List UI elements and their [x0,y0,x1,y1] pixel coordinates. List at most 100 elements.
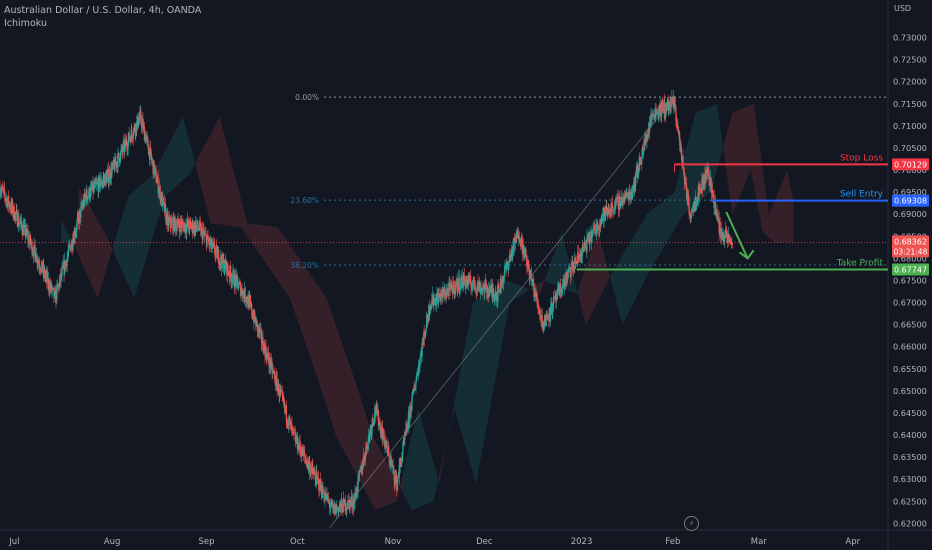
candle-body [73,231,75,244]
ichimoku-cloud-segment [381,452,385,508]
candle-body [454,288,456,293]
candle-body [557,290,560,291]
candle-body [91,189,93,190]
candle-body [553,296,555,299]
candle-body [484,283,486,295]
candle-body [305,458,307,461]
candle-body [101,183,103,185]
candle-body [719,222,721,233]
ichimoku-cloud-segment [91,209,95,292]
candle-body [200,228,203,235]
fib-level-label: 0.00% [295,93,319,102]
y-tick-label: 0.71000 [893,121,927,131]
candle-body [364,458,366,461]
candle-body [329,506,332,508]
candle-body [95,180,97,184]
candle-body [222,254,224,262]
ichimoku-cloud-segment [622,250,626,325]
candle-body [420,353,422,358]
ichimoku-cloud-segment [582,267,586,325]
candle-body [44,269,46,278]
candle-body [367,438,369,450]
y-tick-label: 0.73000 [893,33,927,43]
candle-body [676,122,678,127]
candle-body [405,428,407,435]
candle-body [277,387,279,392]
candle-body [613,211,615,213]
candle-body [632,186,634,193]
candle-body [207,235,209,240]
candle-body [361,465,363,474]
y-tick-label: 0.67500 [893,275,927,285]
candle-body [176,221,179,227]
candle-body [121,146,123,151]
candle-body [108,178,110,183]
candle-body [164,204,166,212]
candle-body [363,455,365,465]
candle-body [683,170,685,174]
ichimoku-cloud-segment [439,461,443,484]
candle-body [204,234,206,235]
candle-body [477,281,479,288]
candle-body [413,387,416,390]
candle-body [236,275,238,277]
candle-body [136,120,138,132]
ichimoku-cloud-segment [176,122,181,186]
candle-body [702,184,704,190]
ichimoku-cloud-segment [500,282,504,352]
ichimoku-cloud-segment [277,227,281,285]
candle-body [23,227,25,236]
ichimoku-cloud-segment [418,408,422,508]
candle-body [692,206,694,213]
candle-body [475,288,477,291]
candle-body [489,292,491,296]
ichimoku-cloud-segment [183,117,187,180]
candle-body [682,156,684,168]
candle-body [23,224,26,228]
ichimoku-cloud-segment [244,211,248,237]
candle-body [232,270,235,273]
candle-body [461,276,463,288]
candle-body [294,433,296,434]
candle-body [12,202,14,215]
candle-body [476,288,478,292]
candle-body [198,221,200,230]
ichimoku-cloud-segment [671,192,675,235]
candle-body [89,188,92,198]
candle-body [167,214,169,217]
ichimoku-cloud-segment [778,184,782,243]
indicator-name[interactable]: Ichimoku [4,18,47,29]
candle-body [729,238,731,241]
candle-body [197,227,199,229]
candle-body [379,423,382,434]
candle-body [217,252,219,260]
candle-body [158,189,160,192]
candle-body [639,157,641,163]
candle-body [38,261,40,264]
candle-body [436,294,438,296]
candle-body [198,229,200,230]
ichimoku-cloud-segment [320,289,324,397]
candle-body [374,407,376,411]
ichimoku-cloud-segment [207,134,211,224]
candle-body [215,246,217,252]
candle-body [236,276,239,282]
candle-body [279,388,281,392]
candle-body [368,434,370,439]
candle-body [586,237,588,252]
candle-body [227,264,229,271]
candle-body [224,259,226,269]
ichimoku-cloud-segment [579,276,583,314]
price-tag-box [892,158,929,171]
candle-body [195,225,197,233]
candle-body [512,248,514,258]
candle-body [730,240,732,242]
candle-body [424,332,426,339]
symbol-title[interactable]: Australian Dollar / U.S. Dollar, 4h, OAN… [4,5,202,16]
candle-body [570,267,572,278]
candle-body [346,507,348,509]
candle-body [131,129,133,135]
candle-body [599,225,601,229]
ichimoku-cloud-segment [506,280,510,320]
